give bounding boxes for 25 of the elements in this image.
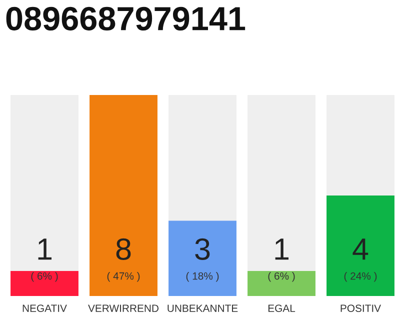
- chart-title: 0896687979141: [6, 6, 246, 30]
- data-label: 1: [275, 238, 289, 260]
- data-label: 4: [352, 238, 368, 260]
- x-tick-label: VERWIRREND: [88, 304, 158, 312]
- data-label: 3: [195, 238, 210, 260]
- x-tick-label: UNBEKANNTE: [168, 304, 238, 312]
- bar: [90, 95, 158, 296]
- x-tick-label: NEGATIV: [22, 304, 67, 312]
- x-tick-label: POSITIV: [340, 304, 382, 312]
- data-label: 1: [38, 238, 52, 260]
- bar: [168, 95, 236, 221]
- bar: [248, 95, 316, 271]
- bar: [10, 270, 78, 296]
- x-tick-label: EGAL: [268, 304, 296, 312]
- bar: [10, 95, 78, 271]
- data-label: 8: [116, 238, 131, 260]
- bar: [326, 196, 394, 296]
- bar: [168, 220, 236, 296]
- annotation: ( 6% ): [268, 272, 295, 282]
- annotation: ( 6% ): [31, 272, 58, 282]
- bar: [326, 95, 394, 196]
- annotation: ( 47% ): [107, 272, 140, 282]
- bar: [248, 270, 316, 296]
- annotation: ( 24% ): [344, 272, 377, 282]
- annotation: ( 18% ): [186, 272, 219, 282]
